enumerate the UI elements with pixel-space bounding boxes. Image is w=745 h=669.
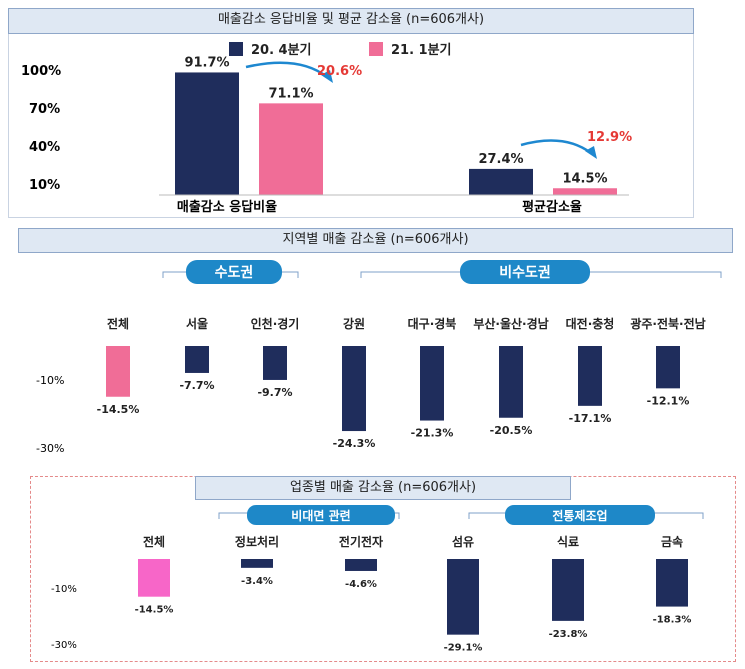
y-tick-label: 40% [29,140,60,155]
bar-q1 [259,103,323,195]
data-label: -3.4% [241,576,273,587]
region-chart: 수도권 비수도권 -10% -30% 전체 -14.5% 서울 -7.7% 인천·경기 -… [36,260,722,455]
data-label: -24.3% [333,437,376,450]
data-label: -14.5% [135,605,174,616]
data-label: -18.3% [653,615,692,626]
bar [345,559,377,571]
group-label: 비대면 관련 [291,508,350,523]
bar [106,346,130,397]
change-arrow-head [585,146,597,159]
legend-swatch-q4 [229,42,243,56]
y-tick-label: -10% [36,374,64,387]
data-label: -29.1% [444,643,483,654]
bar-q4 [175,72,239,195]
category-label: 전체 [107,316,129,331]
category-label: 전기전자 [339,534,383,549]
industry-chart: 비대면 관련 전통제조업 -10% -30% 전체 -14.5% 정보처리 -3.4%… [51,505,704,654]
category-label: 대구·경북 [408,317,457,331]
chart-title: 매출감소 응답비율 및 평균 감소율 (n=606개사) [8,8,694,34]
data-label: 14.5% [562,171,607,186]
category-label: 광주·전북·전남 [630,316,705,331]
bar [342,346,366,432]
response-rate-panel: 매출감소 응답비율 및 평균 감소율 (n=606개사) 20. 4분기 21.… [8,8,694,218]
data-label: -21.3% [411,427,454,440]
y-tick-label: 10% [29,178,60,193]
legend-label-q4: 20. 4분기 [251,43,312,58]
y-tick-label: -30% [51,640,77,651]
bar [552,559,584,621]
category-label: 전체 [143,534,165,549]
bar-q1 [553,188,617,195]
bar [656,559,688,607]
y-tick-label: 70% [29,102,60,117]
category-label: 서울 [186,316,208,331]
group-badge [505,505,655,525]
group-label: 전통제조업 [552,508,607,523]
y-tick-label: -10% [51,584,77,595]
bar [578,346,602,406]
data-label: -12.1% [647,394,690,407]
chart-title: 지역별 매출 감소율 (n=606개사) [18,228,733,253]
chart-title: 업종별 매출 감소율 (n=606개사) [195,476,571,500]
category-label: 인천·경기 [251,316,300,331]
bar [185,346,209,373]
change-annotation: 12.9% [587,130,632,145]
category-label: 금속 [661,535,683,549]
category-label: 매출감소 응답비율 [177,199,277,215]
bar-q4 [469,168,533,195]
y-tick-label: -30% [36,442,64,455]
industry-panel: 업종별 매출 감소율 (n=606개사) 비대면 관련 전통제조업 -10% -… [30,476,736,662]
bar [138,559,170,597]
data-label: -14.5% [97,403,140,416]
bar [263,346,287,380]
category-label: 대전·충청 [566,316,615,331]
category-label: 정보처리 [235,534,279,549]
bar [499,346,523,418]
group-badge [247,505,395,525]
change-annotation: 20.6% [317,64,362,79]
change-arrow [245,61,328,78]
group-label: 비수도권 [499,265,551,281]
response-rate-chart: 20. 4분기 21. 1분기 100% 70% 40% 10% 91.7% 27… [21,42,632,215]
category-label: 식료 [557,534,579,549]
bar [656,346,680,389]
category-label: 평균감소율 [522,199,582,215]
group-badge [186,260,282,284]
data-label: 27.4% [478,152,523,167]
change-arrow-head [321,70,333,83]
y-tick-label: 100% [21,64,61,79]
group-badge [460,260,590,284]
change-arrow [520,139,592,155]
data-label: -23.8% [549,629,588,640]
data-label: 91.7% [184,55,229,70]
data-label: -17.1% [569,412,612,425]
data-label: -4.6% [345,579,377,590]
data-label: -9.7% [257,386,292,399]
bar [420,346,444,421]
category-label: 부산·울산·경남 [473,316,548,331]
category-label: 강원 [343,317,365,331]
data-label: 71.1% [268,86,313,101]
legend-swatch-q1 [369,42,383,56]
data-label: -20.5% [490,424,533,437]
group-label: 수도권 [215,265,254,281]
bar [241,559,273,568]
category-label: 섬유 [452,534,474,549]
region-panel: 지역별 매출 감소율 (n=606개사) 수도권 비수도권 -10% -30% … [18,228,733,464]
data-label: -7.7% [179,379,214,392]
legend-label-q1: 21. 1분기 [391,43,452,58]
bar [447,559,479,635]
